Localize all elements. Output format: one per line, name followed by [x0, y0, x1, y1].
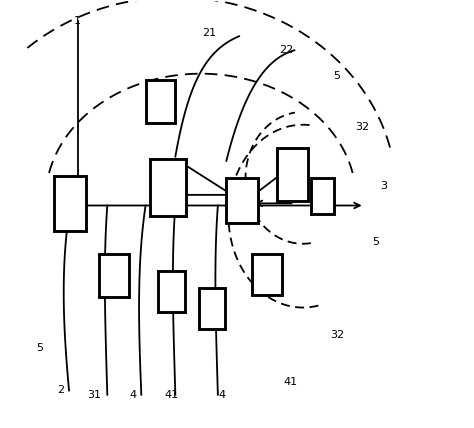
- Text: 32: 32: [330, 330, 344, 340]
- Text: 4: 4: [219, 390, 226, 400]
- Bar: [158, 271, 185, 312]
- Bar: [146, 80, 175, 122]
- Bar: [227, 178, 258, 223]
- Text: 41: 41: [283, 377, 297, 387]
- Bar: [252, 254, 283, 295]
- Text: 22: 22: [279, 45, 293, 55]
- Text: 21: 21: [202, 28, 217, 38]
- Bar: [54, 176, 86, 231]
- Text: 32: 32: [356, 122, 370, 132]
- Text: 5: 5: [333, 71, 340, 81]
- Text: 2: 2: [57, 386, 64, 395]
- Bar: [150, 159, 186, 216]
- Text: 5: 5: [36, 343, 43, 353]
- Text: 5: 5: [372, 237, 379, 247]
- Bar: [199, 288, 225, 329]
- Text: 3: 3: [380, 181, 387, 191]
- Bar: [311, 178, 334, 214]
- Text: 1: 1: [74, 15, 81, 26]
- Text: 41: 41: [164, 390, 178, 400]
- Bar: [99, 254, 129, 297]
- Text: 4: 4: [129, 390, 137, 400]
- Text: 31: 31: [88, 390, 101, 400]
- Bar: [277, 148, 308, 201]
